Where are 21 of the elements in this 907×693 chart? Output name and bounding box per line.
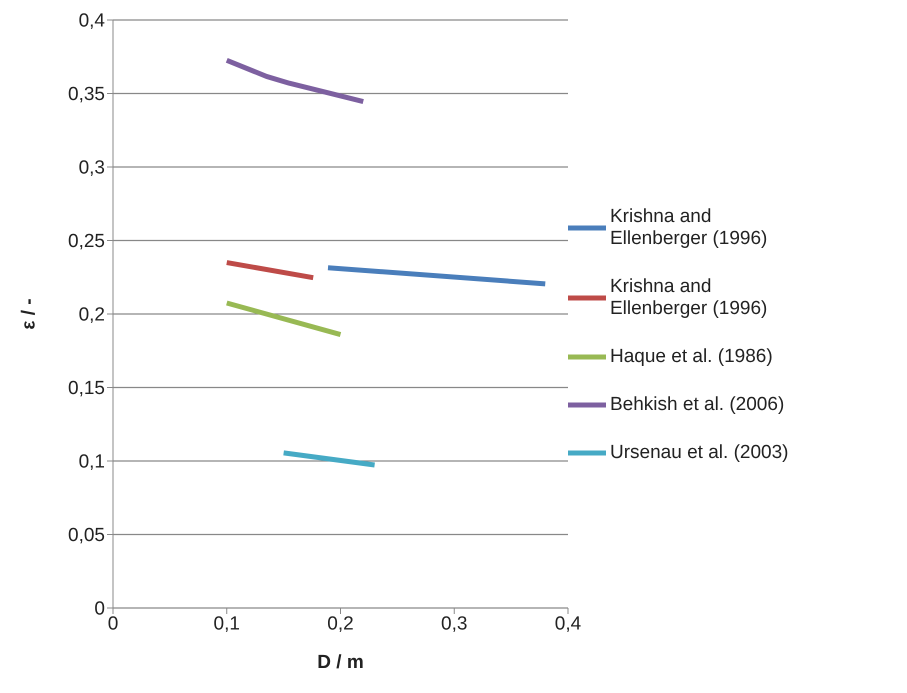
x-tick-label: 0,4 xyxy=(554,613,582,634)
y-tick-label: 0,35 xyxy=(68,84,105,106)
legend-label: Ursenau et al. (2003) xyxy=(610,442,790,464)
y-tick-label: 0,25 xyxy=(68,231,105,252)
legend-label: Haque et al. (1986) xyxy=(610,346,774,368)
x-tick-label: 0 xyxy=(108,613,118,634)
y-axis-title: ε / - xyxy=(18,298,40,330)
x-tick-label: 0,3 xyxy=(441,613,468,634)
y-tick-label: 0,2 xyxy=(78,304,105,326)
y-tick-label: 0,05 xyxy=(68,525,105,546)
y-tick-label: 0,15 xyxy=(68,378,105,400)
y-tick-label: 0,3 xyxy=(78,158,105,179)
y-tick-label: 0,4 xyxy=(78,10,106,32)
legend-label: Behkish et al. (2006) xyxy=(610,394,786,416)
y-tick-label: 0,1 xyxy=(78,452,105,473)
x-tick-label: 0,2 xyxy=(327,613,354,634)
x-axis-title: D / m xyxy=(317,652,364,673)
x-tick-label: 0,1 xyxy=(214,613,240,634)
legend-label: Krishna and Ellenberger (1996) xyxy=(610,206,768,250)
y-tick-label: 0 xyxy=(94,598,105,620)
legend-label: Krishna and Ellenberger (1996) xyxy=(610,276,768,320)
